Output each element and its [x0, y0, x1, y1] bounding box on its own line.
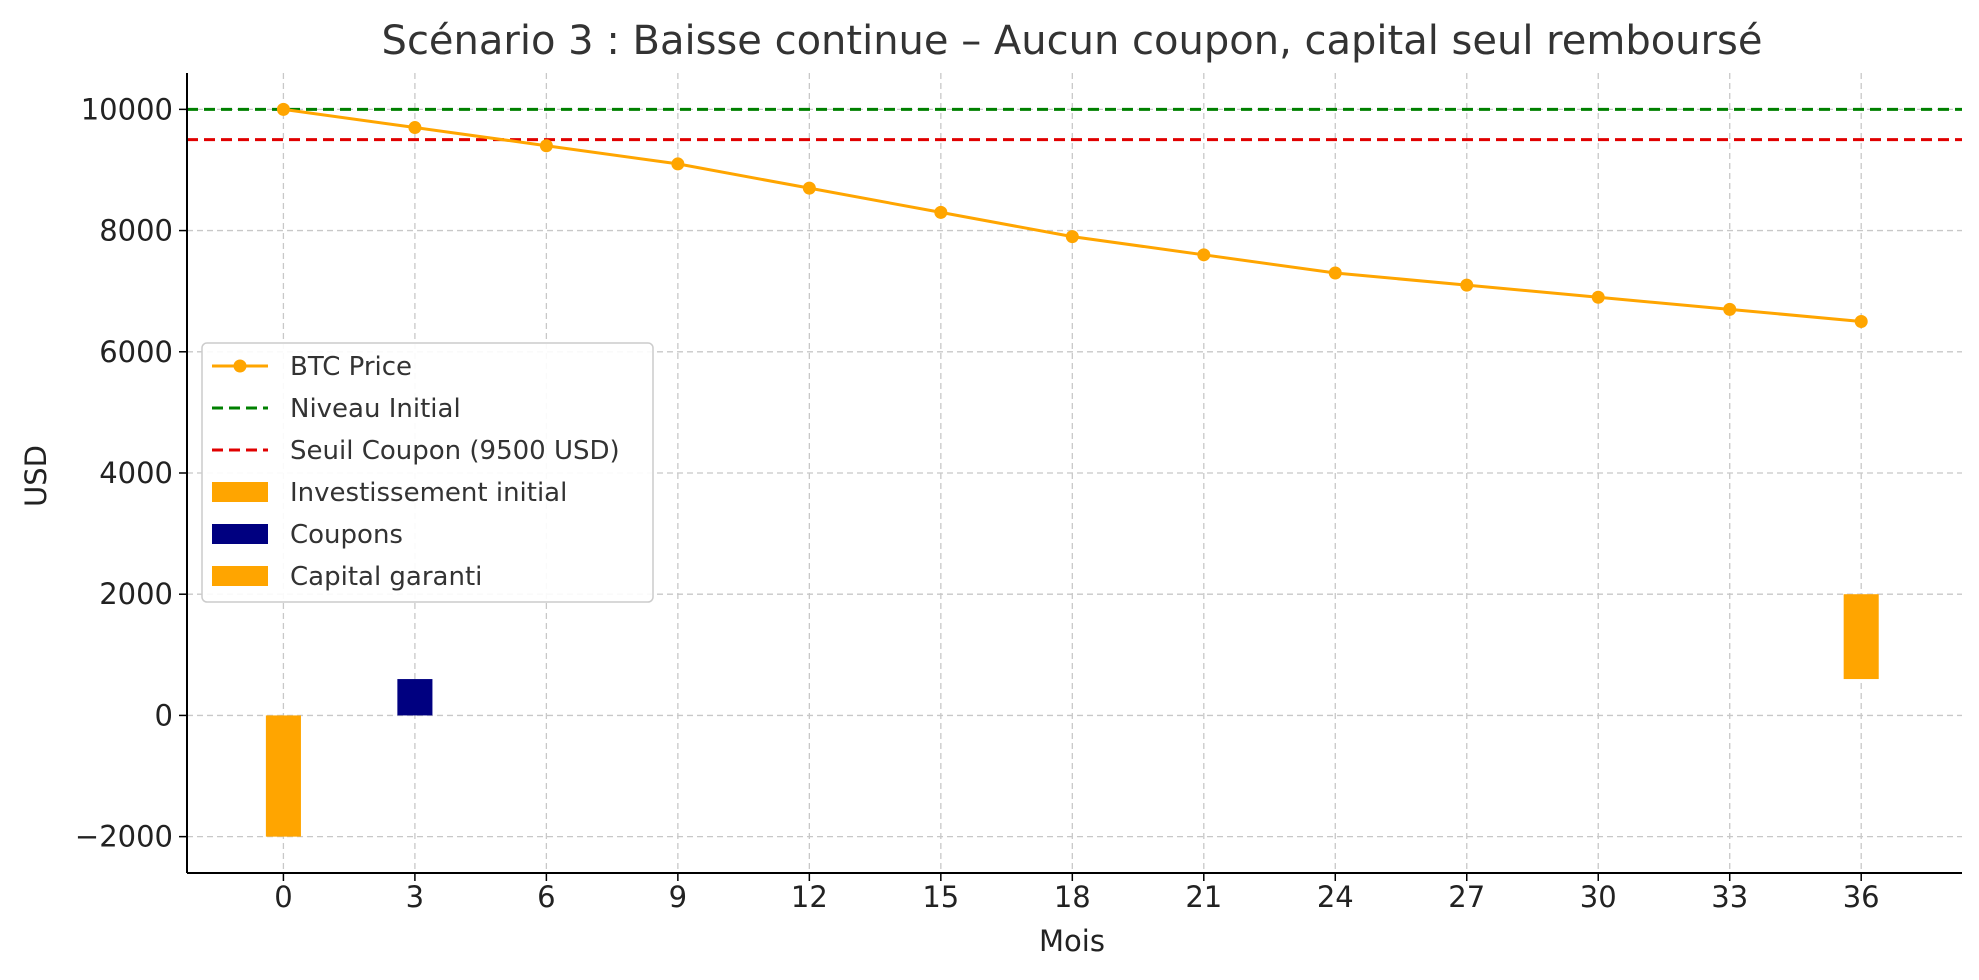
y-tick-label: 2000: [99, 577, 173, 611]
btc-price-point: [1065, 230, 1079, 244]
btc-price-point: [1854, 314, 1868, 328]
y-ticks: −2000 0 2000 4000 6000 8000 10000: [75, 92, 187, 854]
legend-bar-swatch: [212, 524, 268, 544]
bar-3: [265, 715, 301, 837]
btc-price-point: [802, 181, 816, 195]
y-tick-label: 10000: [81, 92, 173, 126]
btc-price-point: [408, 121, 422, 135]
y-axis-label: USD: [19, 445, 53, 507]
x-tick-label: 33: [1711, 880, 1748, 914]
btc-price-point: [1591, 290, 1605, 304]
legend-bar-swatch: [212, 566, 268, 586]
price-line: [276, 102, 1868, 328]
legend-marker-swatch: [233, 359, 247, 373]
btc-price-point: [276, 102, 290, 116]
legend-label: Niveau Initial: [290, 394, 461, 424]
x-tick-label: 27: [1448, 880, 1485, 914]
x-ticks: 0 3 6 9 12 15 18 21 24 27 30 33 36: [274, 873, 1880, 914]
bar-4: [397, 679, 433, 716]
legend-label: Capital garanti: [290, 562, 482, 592]
x-tick-label: 6: [537, 880, 555, 914]
bars: [265, 594, 1879, 837]
btc-price-point: [1197, 248, 1211, 262]
btc-price-point: [934, 205, 948, 219]
y-tick-label: 6000: [99, 335, 173, 369]
x-axis-label: Mois: [1039, 924, 1105, 958]
y-tick-label: 0: [155, 698, 173, 732]
legend-bar-swatch: [212, 482, 268, 502]
btc-price-point: [1723, 302, 1737, 316]
reference-lines: [187, 107, 1962, 142]
legend-box: [201, 342, 654, 603]
legend-label: Seuil Coupon (9500 USD): [290, 436, 620, 466]
x-tick-label: 15: [922, 880, 959, 914]
y-tick-label: −2000: [75, 820, 173, 854]
x-tick-label: 21: [1185, 880, 1222, 914]
btc-price-point: [1460, 278, 1474, 292]
y-tick-label: 4000: [99, 456, 173, 490]
bar-5: [1843, 594, 1879, 680]
x-tick-label: 3: [406, 880, 424, 914]
legend-label: Investissement initial: [290, 478, 567, 508]
legend-label: Coupons: [290, 520, 403, 550]
btc-price-point: [671, 157, 685, 171]
btc-price-point: [539, 139, 553, 153]
btc-price-point: [1328, 266, 1342, 280]
chart-title: Scénario 3 : Baisse continue – Aucun cou…: [382, 18, 1763, 64]
x-tick-label: 12: [791, 880, 828, 914]
legend: BTC Price Niveau Initial Seuil Coupon (950…: [201, 342, 654, 603]
y-tick-label: 8000: [99, 214, 173, 248]
x-tick-label: 24: [1317, 880, 1354, 914]
x-tick-label: 9: [669, 880, 687, 914]
x-tick-label: 18: [1054, 880, 1091, 914]
x-tick-label: 36: [1843, 880, 1880, 914]
legend-label: BTC Price: [290, 352, 412, 382]
x-tick-label: 30: [1580, 880, 1617, 914]
x-tick-label: 0: [274, 880, 292, 914]
